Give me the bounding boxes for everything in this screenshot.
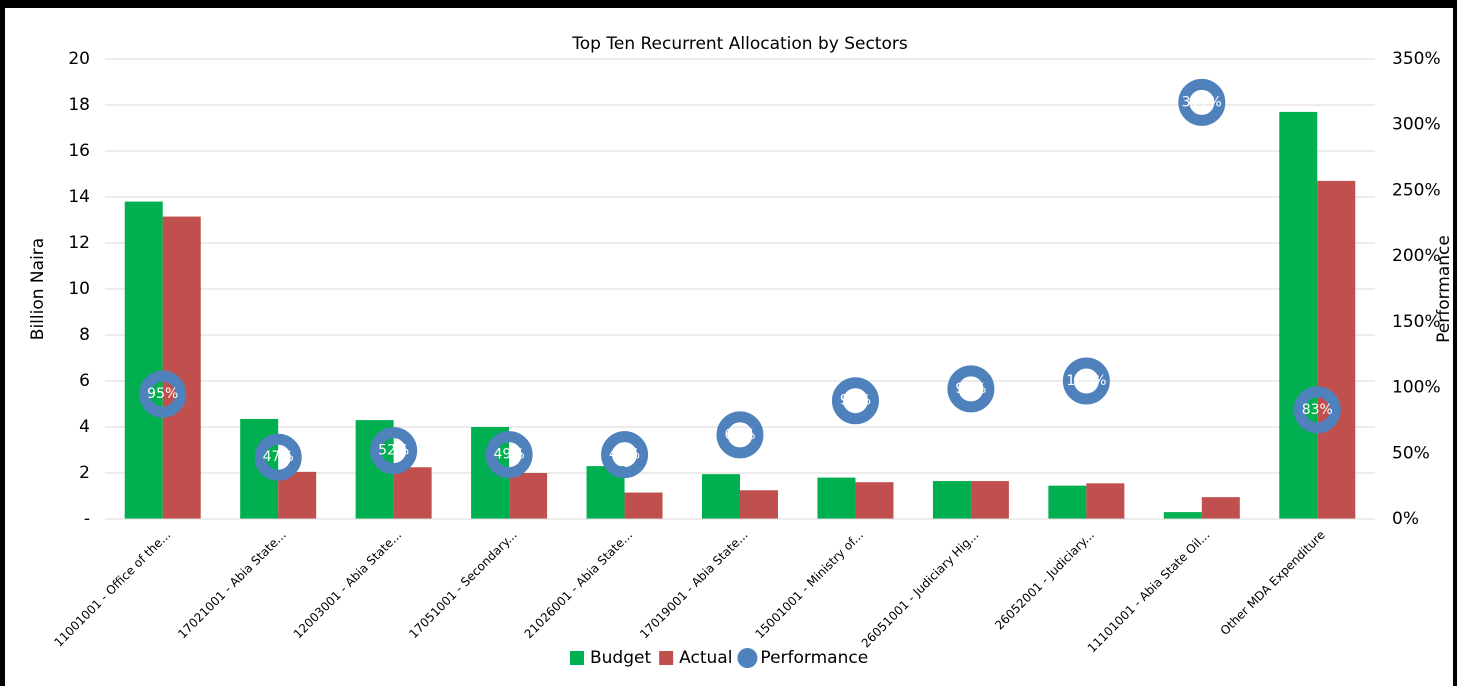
x-tick-label: 26051001 - Judiciary Hig... — [859, 528, 982, 651]
y2-tick-label: 300% — [1392, 115, 1441, 135]
bar — [740, 490, 778, 519]
performance-label: 49% — [494, 447, 525, 463]
y-tick-label: 2 — [79, 463, 90, 483]
bar — [1163, 512, 1202, 519]
y2-tick-label: 250% — [1392, 180, 1441, 200]
performance-marker — [947, 365, 995, 413]
performance-label: 105% — [1066, 373, 1106, 389]
y-tick-label: 18 — [68, 95, 90, 115]
performance-label: 49% — [609, 447, 640, 463]
x-tick-label: Other MDA Expenditure — [1218, 528, 1328, 638]
performance-marker — [1293, 386, 1341, 434]
legend-marker — [659, 651, 674, 665]
performance-label: 52% — [378, 443, 409, 459]
bar — [702, 474, 740, 519]
x-tick-label: 17021001 - Abia State... — [175, 528, 289, 642]
performance-label: 95% — [147, 386, 178, 402]
bar — [1279, 111, 1318, 520]
y2-tick-label: 100% — [1392, 378, 1441, 398]
bar — [1317, 180, 1356, 519]
x-tick-label: 12003001 - Abia State... — [291, 528, 405, 642]
y-tick-label: 6 — [79, 371, 90, 391]
y-tick-label: 16 — [68, 141, 90, 161]
bar — [970, 481, 1009, 519]
bar — [1086, 483, 1125, 519]
x-tick-label: 17019001 - Abia State... — [637, 528, 751, 642]
performance-marker — [485, 431, 533, 479]
bar — [932, 481, 971, 519]
performance-marker — [370, 427, 418, 475]
bar — [124, 201, 163, 519]
performance-marker — [716, 411, 764, 459]
bar — [509, 473, 548, 519]
legend-label: Actual — [679, 648, 732, 668]
y2-tick-label: 350% — [1392, 49, 1441, 69]
performance-marker — [254, 433, 302, 481]
y2-tick-label: 200% — [1392, 246, 1441, 266]
performance-label: 99% — [955, 381, 986, 397]
y2-tick-label: 150% — [1392, 312, 1441, 332]
performance-marker — [601, 431, 649, 479]
performance-marker — [831, 377, 879, 425]
y-tick-label: - — [84, 509, 90, 529]
performance-label: 90% — [840, 393, 871, 409]
bar — [1201, 497, 1240, 519]
bar — [855, 482, 894, 519]
bar — [393, 467, 432, 519]
performance-label: 64% — [724, 427, 755, 443]
x-tick-label: 21026001 - Abia State... — [522, 528, 636, 642]
x-tick-label: 26052001 - Judiciary... — [992, 528, 1097, 633]
y-tick-label: 4 — [79, 417, 90, 437]
y-axis-label: Billion Naira — [28, 238, 48, 340]
y-tick-label: 10 — [68, 279, 90, 299]
chart-title: Top Ten Recurrent Allocation by Sectors — [571, 34, 908, 54]
bar — [624, 492, 663, 519]
y-tick-label: 20 — [68, 49, 90, 69]
performance-marker — [1178, 78, 1226, 126]
bar — [162, 216, 201, 520]
performance-marker — [1062, 357, 1110, 405]
legend-marker — [737, 648, 758, 668]
performance-label: 317% — [1182, 94, 1222, 110]
x-tick-label: 17051001 - Secondary... — [406, 528, 519, 641]
performance-label: 83% — [1302, 402, 1333, 418]
y-tick-label: 14 — [68, 187, 90, 207]
y-tick-label: 12 — [68, 233, 90, 253]
performance-label: 47% — [263, 449, 294, 465]
legend-label: Budget — [590, 648, 651, 668]
legend-marker — [570, 651, 584, 665]
legend-label: Performance — [760, 648, 868, 668]
performance-marker — [139, 370, 187, 418]
bar — [1048, 485, 1087, 519]
x-tick-label: 15001001 - Ministry of... — [752, 528, 866, 642]
bar — [817, 477, 856, 519]
y2-tick-label: 0% — [1392, 509, 1419, 529]
x-tick-label: 11101001 - Abia State Oil... — [1085, 528, 1213, 656]
y2-axis-label: Performance — [1434, 235, 1454, 343]
x-tick-label: 11001001 - Office of the... — [51, 528, 173, 650]
y-tick-label: 8 — [79, 325, 90, 345]
y2-tick-label: 50% — [1392, 443, 1430, 463]
